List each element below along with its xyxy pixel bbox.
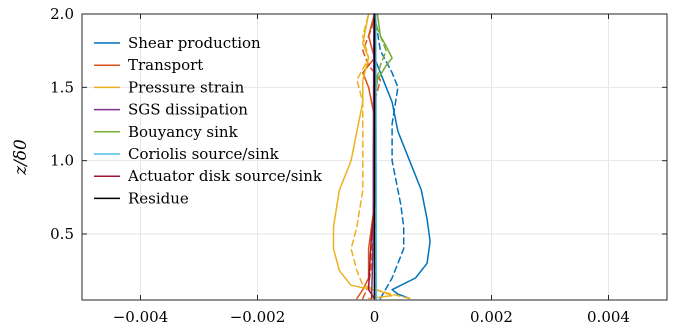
legend-label: SGS dissipation [128, 101, 248, 119]
y-tick-label: 1.5 [50, 78, 74, 96]
legend-label: Residue [128, 189, 189, 207]
series-line-2 [373, 13, 405, 300]
y-tick-label: 2.0 [50, 5, 74, 23]
x-tick-label: 0.002 [470, 308, 513, 326]
x-tick-label: 0.004 [587, 308, 630, 326]
legend-label: Shear production [128, 34, 261, 52]
y-tick-label: 1.0 [50, 152, 74, 170]
legend-label: Actuator disk source/sink [127, 167, 323, 185]
series-line-1 [373, 13, 431, 300]
legend-label: Transport [128, 56, 203, 74]
x-tick-label: 0 [370, 308, 380, 326]
legend-label: Bouyancy sink [128, 123, 239, 141]
series-line-7 [370, 13, 375, 300]
series-lines [332, 13, 431, 300]
legend-label: Pressure strain [128, 78, 245, 96]
series-line-5 [332, 13, 393, 300]
x-tick-label: −0.004 [113, 308, 169, 326]
axis-ticks: −0.004 −0.002 0 0.002 0.004 0.5 1.0 1.5 2.0 [50, 5, 667, 326]
y-axis-label: z/δ0 [11, 139, 31, 176]
legend-label: Coriolis source/sink [128, 145, 280, 163]
series-line-4 [362, 13, 382, 300]
x-tick-label: −0.002 [230, 308, 286, 326]
series-line-10 [374, 13, 378, 300]
y-tick-label: 0.5 [50, 225, 74, 243]
legend: Shear production Transport Pressure strain… [94, 34, 323, 207]
series-line-6 [350, 13, 411, 300]
